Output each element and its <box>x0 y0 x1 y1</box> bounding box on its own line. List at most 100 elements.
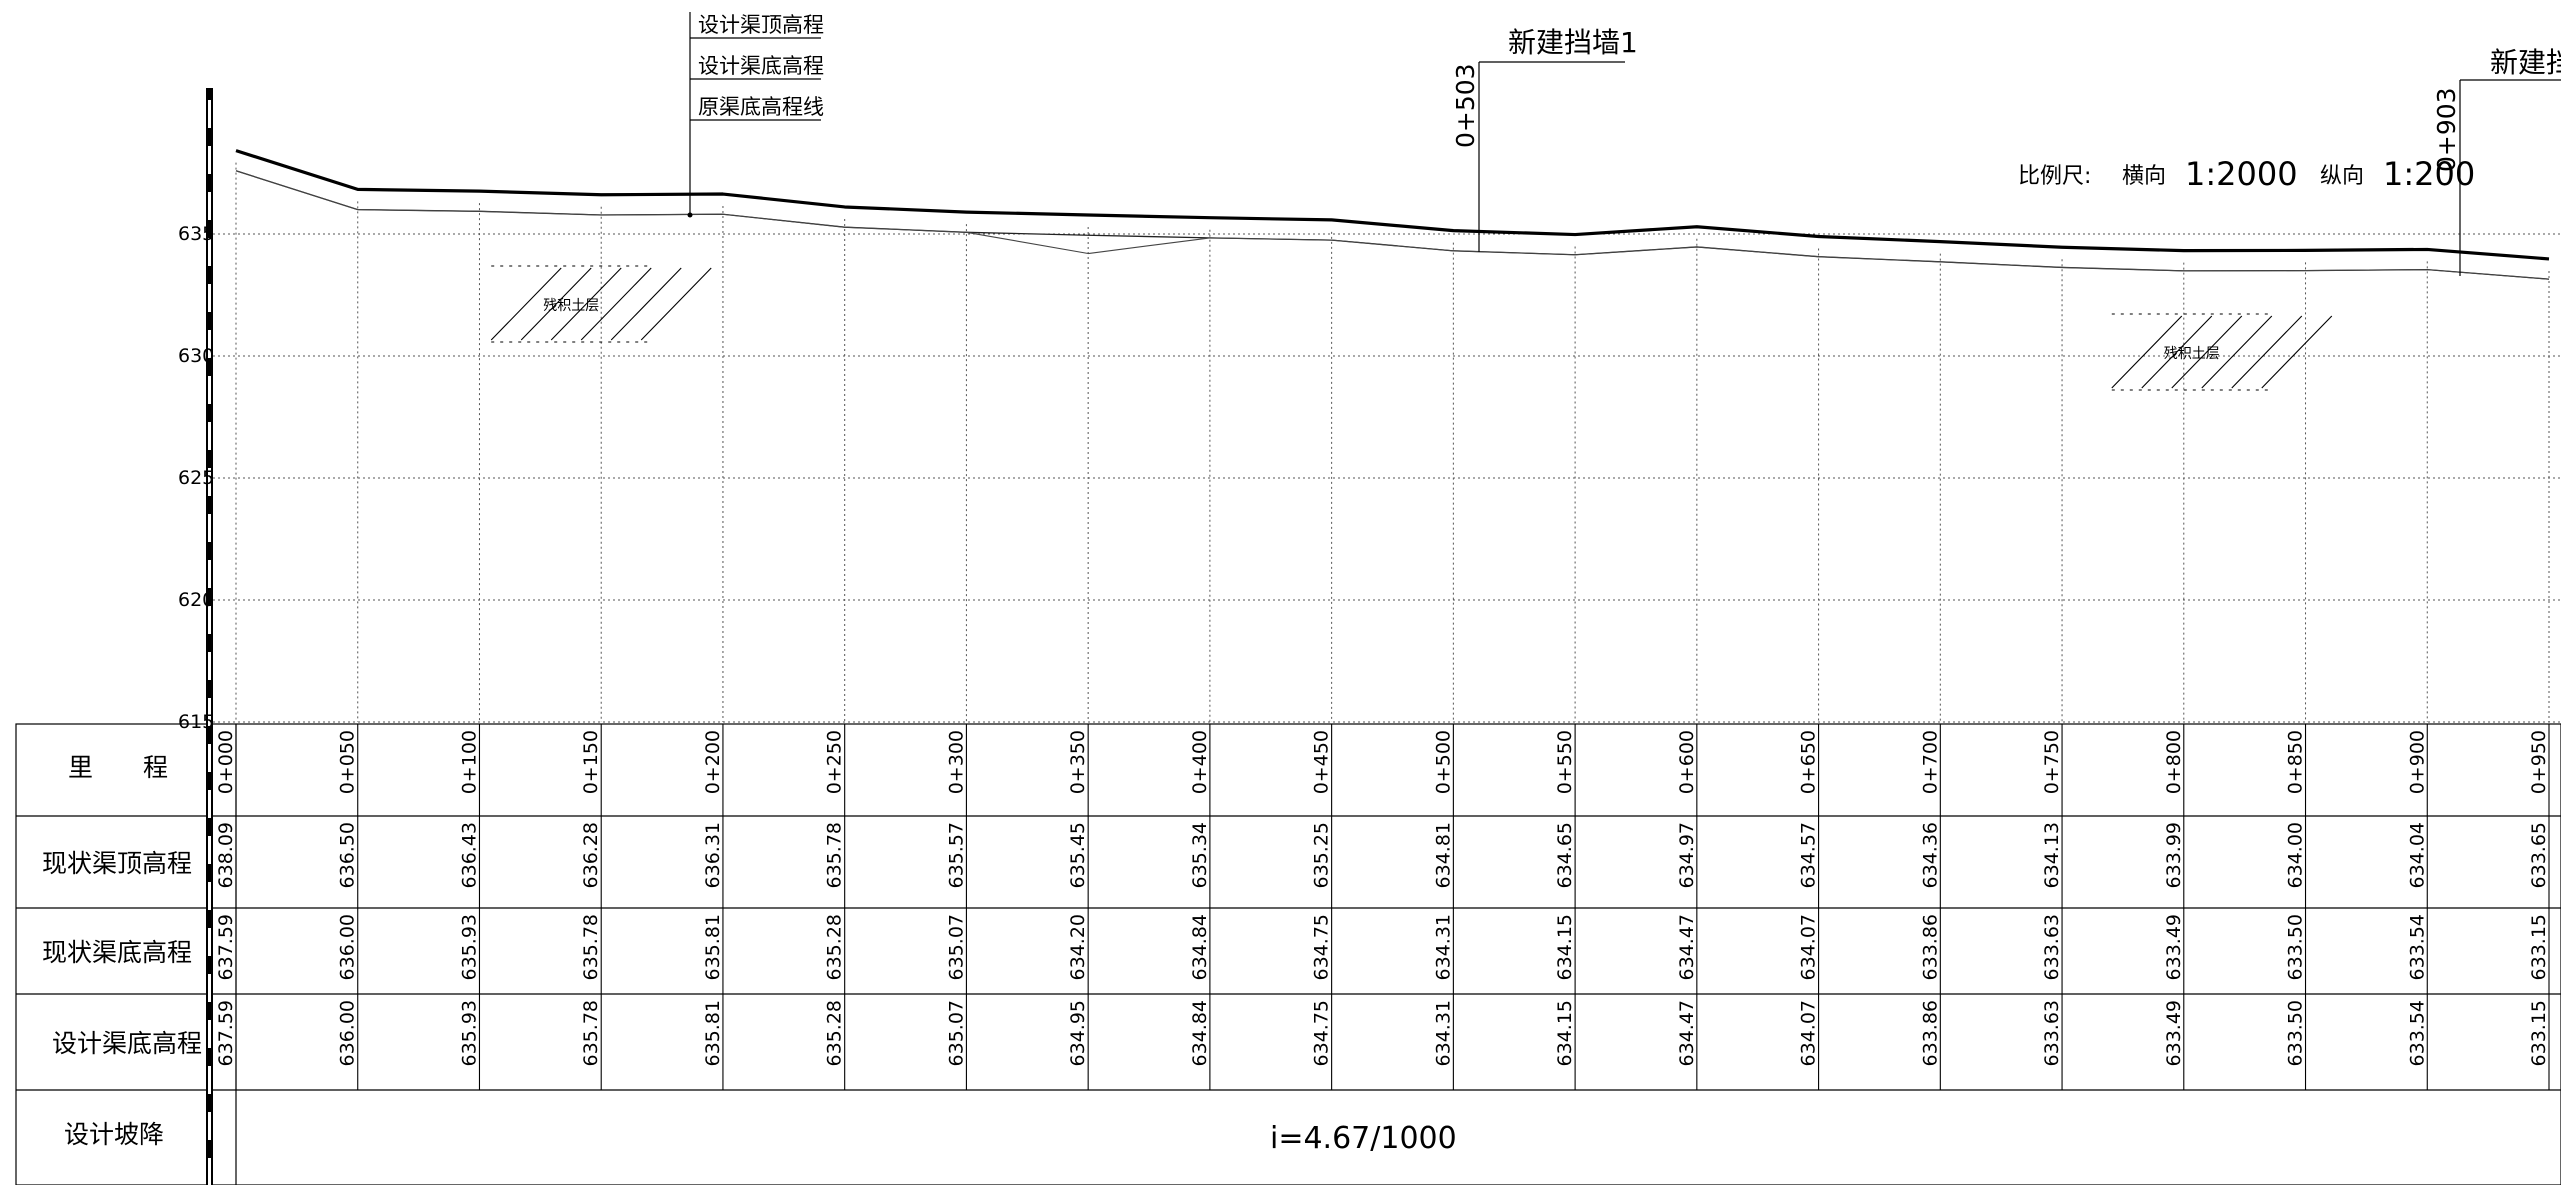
cell-current-top: 635.25 <box>1311 822 1333 888</box>
cell-current-bottom: 635.81 <box>702 914 724 980</box>
hatch-stroke <box>2171 315 2243 389</box>
scale-v-label: 纵向 <box>2320 164 2364 189</box>
soil-hatch: 残积土层 <box>2111 313 2333 391</box>
cell-current-bottom: 634.47 <box>1676 914 1698 980</box>
cell-design-bottom: 635.78 <box>580 1000 602 1066</box>
cell-design-bottom: 633.86 <box>1919 1000 1941 1066</box>
series-line-1 <box>235 149 2550 261</box>
cell-design-bottom: 634.84 <box>1189 1000 1211 1066</box>
cell-stations: 0+850 <box>2285 730 2307 794</box>
cell-current-bottom: 633.54 <box>2406 914 2428 980</box>
hatch-stroke <box>520 267 592 341</box>
row-label-slope: 设计坡降 <box>64 1120 164 1149</box>
callout-design-top: 设计渠顶高程 <box>698 13 824 37</box>
cell-current-top: 636.50 <box>337 822 359 888</box>
hatch-stroke <box>580 267 652 341</box>
cell-current-bottom: 633.63 <box>2041 914 2063 980</box>
wall-marker-2: 新建挡 0+903 <box>2432 46 2561 276</box>
cell-stations: 0+100 <box>458 730 480 794</box>
data-table: 0+000 638.09 637.59 637.59 0+050 636.50 636.00… <box>215 724 2550 1090</box>
cell-stations: 0+500 <box>1432 730 1454 794</box>
hatch-stroke <box>550 267 622 341</box>
scale-h-value: 1:2000 <box>2185 155 2298 193</box>
wall-marker-1: 新建挡墙1 0+503 <box>1451 26 1638 252</box>
cell-design-bottom: 634.47 <box>1676 1000 1698 1066</box>
cell-design-bottom: 634.07 <box>1798 1000 1820 1066</box>
cell-current-top: 635.45 <box>1067 822 1089 888</box>
cell-current-bottom: 635.28 <box>824 914 846 980</box>
cell-stations: 0+700 <box>1919 730 1941 794</box>
cell-current-top: 635.34 <box>1189 822 1211 888</box>
cell-current-top: 634.65 <box>1554 822 1576 888</box>
soil-label: 残积土层 <box>543 298 599 314</box>
row-label-design-bottom: 设计渠底高程 <box>52 1029 202 1058</box>
cell-current-top: 633.99 <box>2163 822 2185 888</box>
cell-current-top: 636.31 <box>702 822 724 888</box>
hatch-stroke <box>640 267 712 341</box>
cell-current-bottom: 636.00 <box>337 914 359 980</box>
soil-hatch: 残积土层 <box>490 265 712 343</box>
hatch-stroke <box>2141 315 2213 389</box>
profile-lines <box>235 149 2550 280</box>
y-tick-label: 620 <box>178 589 214 611</box>
cell-stations: 0+450 <box>1311 730 1333 794</box>
cell-current-top: 634.00 <box>2285 822 2307 888</box>
slope-value: i=4.67/1000 <box>1270 1121 1457 1156</box>
cell-design-bottom: 633.15 <box>2528 1000 2550 1066</box>
cell-design-bottom: 635.28 <box>824 1000 846 1066</box>
cell-current-bottom: 634.84 <box>1189 914 1211 980</box>
cell-design-bottom: 633.54 <box>2406 1000 2428 1066</box>
callout-design-bottom: 设计渠底高程 <box>698 54 824 78</box>
cell-current-top: 636.28 <box>580 822 602 888</box>
cell-current-bottom: 634.20 <box>1067 914 1089 980</box>
cell-current-top: 634.97 <box>1676 822 1698 888</box>
wall-1-title: 新建挡墙1 <box>1508 26 1638 59</box>
y-tick-label: 635 <box>178 223 214 245</box>
scale-v-value: 1:200 <box>2383 155 2475 193</box>
cell-design-bottom: 633.50 <box>2285 1000 2307 1066</box>
cell-stations: 0+000 <box>215 730 237 794</box>
hatch-stroke <box>490 267 562 341</box>
scale-label: 比例尺: <box>2018 164 2091 189</box>
cell-current-bottom: 635.07 <box>945 914 967 980</box>
cell-current-bottom: 635.78 <box>580 914 602 980</box>
wall-1-station: 0+503 <box>1451 63 1480 148</box>
wall-2-title: 新建挡 <box>2490 46 2561 79</box>
table-row-labels: 里 程 现状渠顶高程 现状渠底高程 设计渠底高程 设计坡降 i=4.67/100… <box>42 753 1457 1156</box>
cell-stations: 0+900 <box>2406 730 2428 794</box>
series-line-3 <box>235 170 2550 280</box>
scale-h-label: 横向 <box>2122 164 2166 189</box>
cell-current-bottom: 633.49 <box>2163 914 2185 980</box>
cell-stations: 0+800 <box>2163 730 2185 794</box>
cell-stations: 0+050 <box>337 730 359 794</box>
cell-stations: 0+650 <box>1798 730 1820 794</box>
cell-stations: 0+550 <box>1554 730 1576 794</box>
cell-stations: 0+750 <box>2041 730 2063 794</box>
cell-design-bottom: 633.63 <box>2041 1000 2063 1066</box>
cell-stations: 0+250 <box>824 730 846 794</box>
cell-current-top: 633.65 <box>2528 822 2550 888</box>
hatch-stroke <box>2111 315 2183 389</box>
soil-label: 残积土层 <box>2164 346 2220 362</box>
cell-current-bottom: 634.31 <box>1432 914 1454 980</box>
cell-design-bottom: 634.75 <box>1311 1000 1333 1066</box>
cell-stations: 0+150 <box>580 730 602 794</box>
elevation-ruler <box>206 88 213 1185</box>
cell-design-bottom: 636.00 <box>337 1000 359 1066</box>
cell-current-top: 635.57 <box>945 822 967 888</box>
cell-stations: 0+400 <box>1189 730 1211 794</box>
cell-current-top: 634.57 <box>1798 822 1820 888</box>
cell-stations: 0+600 <box>1676 730 1698 794</box>
cell-current-top: 634.81 <box>1432 822 1454 888</box>
wall-2-station: 0+903 <box>2432 87 2461 172</box>
cell-current-bottom: 634.07 <box>1798 914 1820 980</box>
cell-design-bottom: 635.81 <box>702 1000 724 1066</box>
cell-stations: 0+300 <box>945 730 967 794</box>
cell-current-bottom: 634.15 <box>1554 914 1576 980</box>
cell-current-bottom: 633.50 <box>2285 914 2307 980</box>
cell-current-bottom: 634.75 <box>1311 914 1333 980</box>
hatch-stroke <box>2231 315 2303 389</box>
hatch-stroke <box>2261 315 2333 389</box>
